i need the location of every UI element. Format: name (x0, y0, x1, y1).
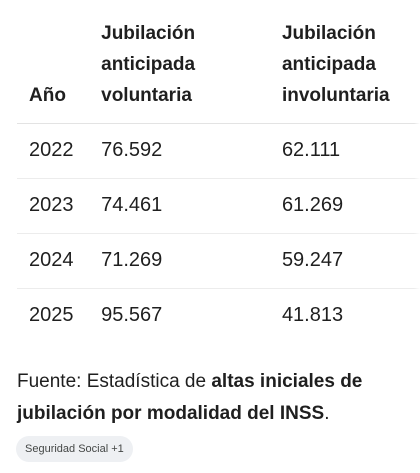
header-year: Año (17, 0, 102, 124)
cell-involuntary: 41.813 (281, 304, 344, 326)
cell-voluntary: 74.461 (101, 178, 282, 234)
sources-chip-label: Seguridad Social +1 (25, 443, 124, 455)
header-involuntary: Jubilación anticipada involuntaria (281, 0, 420, 124)
data-table-container: Año Jubilación anticipada voluntaria Jub… (17, 0, 420, 340)
source-suffix: . (324, 403, 330, 424)
retirement-table: Año Jubilación anticipada voluntaria Jub… (17, 0, 420, 340)
sources-chip[interactable]: Seguridad Social +1 (16, 436, 133, 462)
source-prefix: Fuente: Estadística de (17, 371, 212, 392)
cell-involuntary: 61.269 (281, 178, 420, 234)
cell-involuntary: 62.111 (281, 123, 420, 179)
table-row: 2023 74.461 61.269 (17, 178, 420, 234)
cell-year: 2022 (17, 123, 102, 179)
cell-year: 2023 (17, 178, 102, 234)
cell-voluntary: 71.269 (101, 233, 282, 289)
cell-voluntary: 76.592 (101, 123, 282, 179)
cell-year: 2025 (29, 304, 74, 326)
source-bold: altas iniciales de jubilación por modali… (17, 371, 363, 424)
table-header-row: Año Jubilación anticipada voluntaria Jub… (17, 0, 420, 124)
cell-involuntary: 59.247 (281, 233, 420, 289)
cell-voluntary: 95.567 (101, 304, 163, 326)
source-note: Fuente: Estadística de altas iniciales d… (17, 366, 407, 430)
table-scroll-fade (414, 0, 420, 340)
table-row: 2024 71.269 59.247 (17, 233, 420, 289)
table-row: 2022 76.592 62.111 (17, 123, 420, 179)
header-voluntary: Jubilación anticipada voluntaria (101, 0, 282, 124)
cell-year: 2024 (17, 233, 102, 289)
table-row: 2025 95.567 41.813 (17, 288, 420, 340)
